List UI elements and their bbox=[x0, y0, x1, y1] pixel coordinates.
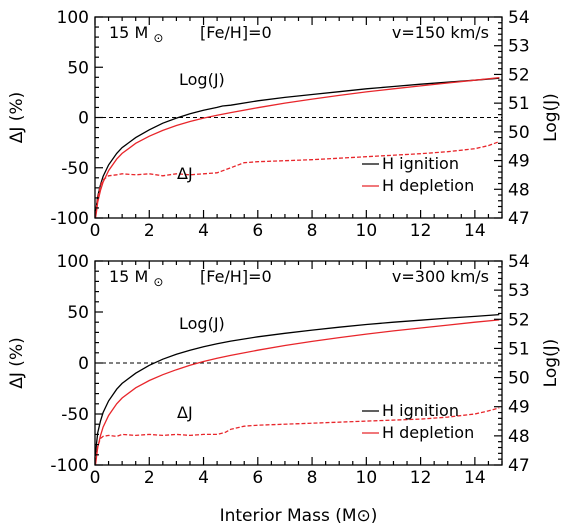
legend-label: H depletion bbox=[382, 176, 474, 195]
y-right-tick-label: 48 bbox=[508, 180, 530, 200]
y-left-tick-label: 0 bbox=[78, 109, 89, 129]
x-tick-label: 14 bbox=[464, 468, 486, 488]
x-tick-label: 0 bbox=[90, 221, 101, 241]
panel-mass-label: 15 M ⊙ bbox=[109, 23, 163, 45]
y-right-tick-label: 54 bbox=[508, 252, 530, 272]
x-tick-label: 2 bbox=[144, 221, 155, 241]
series-line-3 bbox=[94, 407, 500, 462]
panel-metallicity-label: [Fe/H]=0 bbox=[200, 267, 272, 286]
y-right-tick-label: 49 bbox=[508, 398, 530, 418]
y-left-tick-label: 50 bbox=[67, 303, 89, 323]
legend-label: H depletion bbox=[382, 423, 474, 442]
x-tick-label: 14 bbox=[464, 221, 486, 241]
y-right-axis-title: Log(J) bbox=[541, 339, 561, 388]
y-right-tick-label: 54 bbox=[508, 8, 530, 28]
x-tick-label: 12 bbox=[410, 468, 432, 488]
y-left-tick-label: -100 bbox=[50, 456, 89, 476]
x-tick-label: 6 bbox=[252, 468, 263, 488]
y-left-tick-label: 0 bbox=[78, 354, 89, 374]
logj-annotation: Log(J) bbox=[179, 70, 225, 89]
x-tick-label: 4 bbox=[198, 221, 209, 241]
deltaj-annotation: ΔJ bbox=[177, 164, 193, 183]
deltaj-annotation: ΔJ bbox=[177, 403, 193, 422]
y-left-tick-label: -50 bbox=[61, 405, 89, 425]
y-right-tick-label: 50 bbox=[508, 123, 530, 143]
y-right-tick-label: 48 bbox=[508, 427, 530, 447]
y-right-axis-title: Log(J) bbox=[541, 93, 561, 142]
y-right-tick-label: 50 bbox=[508, 369, 530, 389]
x-tick-label: 8 bbox=[307, 468, 318, 488]
y-left-tick-label: 50 bbox=[67, 58, 89, 78]
y-right-tick-label: 47 bbox=[508, 456, 530, 476]
y-left-tick-label: -50 bbox=[61, 159, 89, 179]
panel-mass-label: 15 M ⊙ bbox=[109, 267, 163, 289]
legend-label: H ignition bbox=[382, 154, 459, 173]
x-tick-label: 2 bbox=[144, 468, 155, 488]
y-right-tick-label: 53 bbox=[508, 37, 530, 57]
x-axis-title: Interior Mass (M⊙) bbox=[220, 506, 378, 526]
panel-velocity-label: v=150 km/s bbox=[392, 23, 489, 42]
series-line-3 bbox=[94, 140, 500, 216]
x-tick-label: 12 bbox=[410, 221, 432, 241]
y-left-tick-label: 100 bbox=[57, 252, 89, 272]
logj-annotation: Log(J) bbox=[179, 314, 225, 333]
y-right-tick-label: 52 bbox=[508, 65, 530, 85]
x-tick-label: 10 bbox=[356, 468, 378, 488]
y-left-axis-title: ΔJ (%) bbox=[7, 92, 27, 143]
series-line-1 bbox=[94, 77, 500, 217]
y-right-tick-label: 49 bbox=[508, 152, 530, 172]
x-tick-label: 8 bbox=[307, 221, 318, 241]
x-tick-label: 4 bbox=[198, 468, 209, 488]
x-tick-label: 10 bbox=[356, 221, 378, 241]
x-tick-label: 0 bbox=[90, 468, 101, 488]
series-line-2 bbox=[94, 319, 500, 466]
y-left-tick-label: -100 bbox=[50, 209, 89, 229]
panel-metallicity-label: [Fe/H]=0 bbox=[200, 23, 272, 42]
series-line-2 bbox=[94, 76, 500, 219]
chart-panel-2: 0 2 4 6 8 10 12 14 -100 -50 0 50 100 47 48 49 50 51 52 53 54… bbox=[7, 252, 561, 526]
legend-label: H ignition bbox=[382, 401, 459, 420]
y-right-tick-label: 53 bbox=[508, 281, 530, 301]
y-left-tick-label: 100 bbox=[57, 8, 89, 28]
panel-velocity-label: v=300 km/s bbox=[392, 267, 489, 286]
x-tick-label: 6 bbox=[252, 221, 263, 241]
chart-panel-1: 0 2 4 6 8 10 12 14 -100 -50 0 50 100 47 48 49 50 51 52 53 54… bbox=[7, 8, 561, 241]
series-line-1 bbox=[94, 313, 500, 457]
y-right-tick-label: 47 bbox=[508, 209, 530, 229]
y-right-tick-label: 51 bbox=[508, 94, 530, 114]
y-right-tick-label: 52 bbox=[508, 310, 530, 330]
y-right-tick-label: 51 bbox=[508, 339, 530, 359]
y-left-axis-title: ΔJ (%) bbox=[7, 337, 27, 388]
